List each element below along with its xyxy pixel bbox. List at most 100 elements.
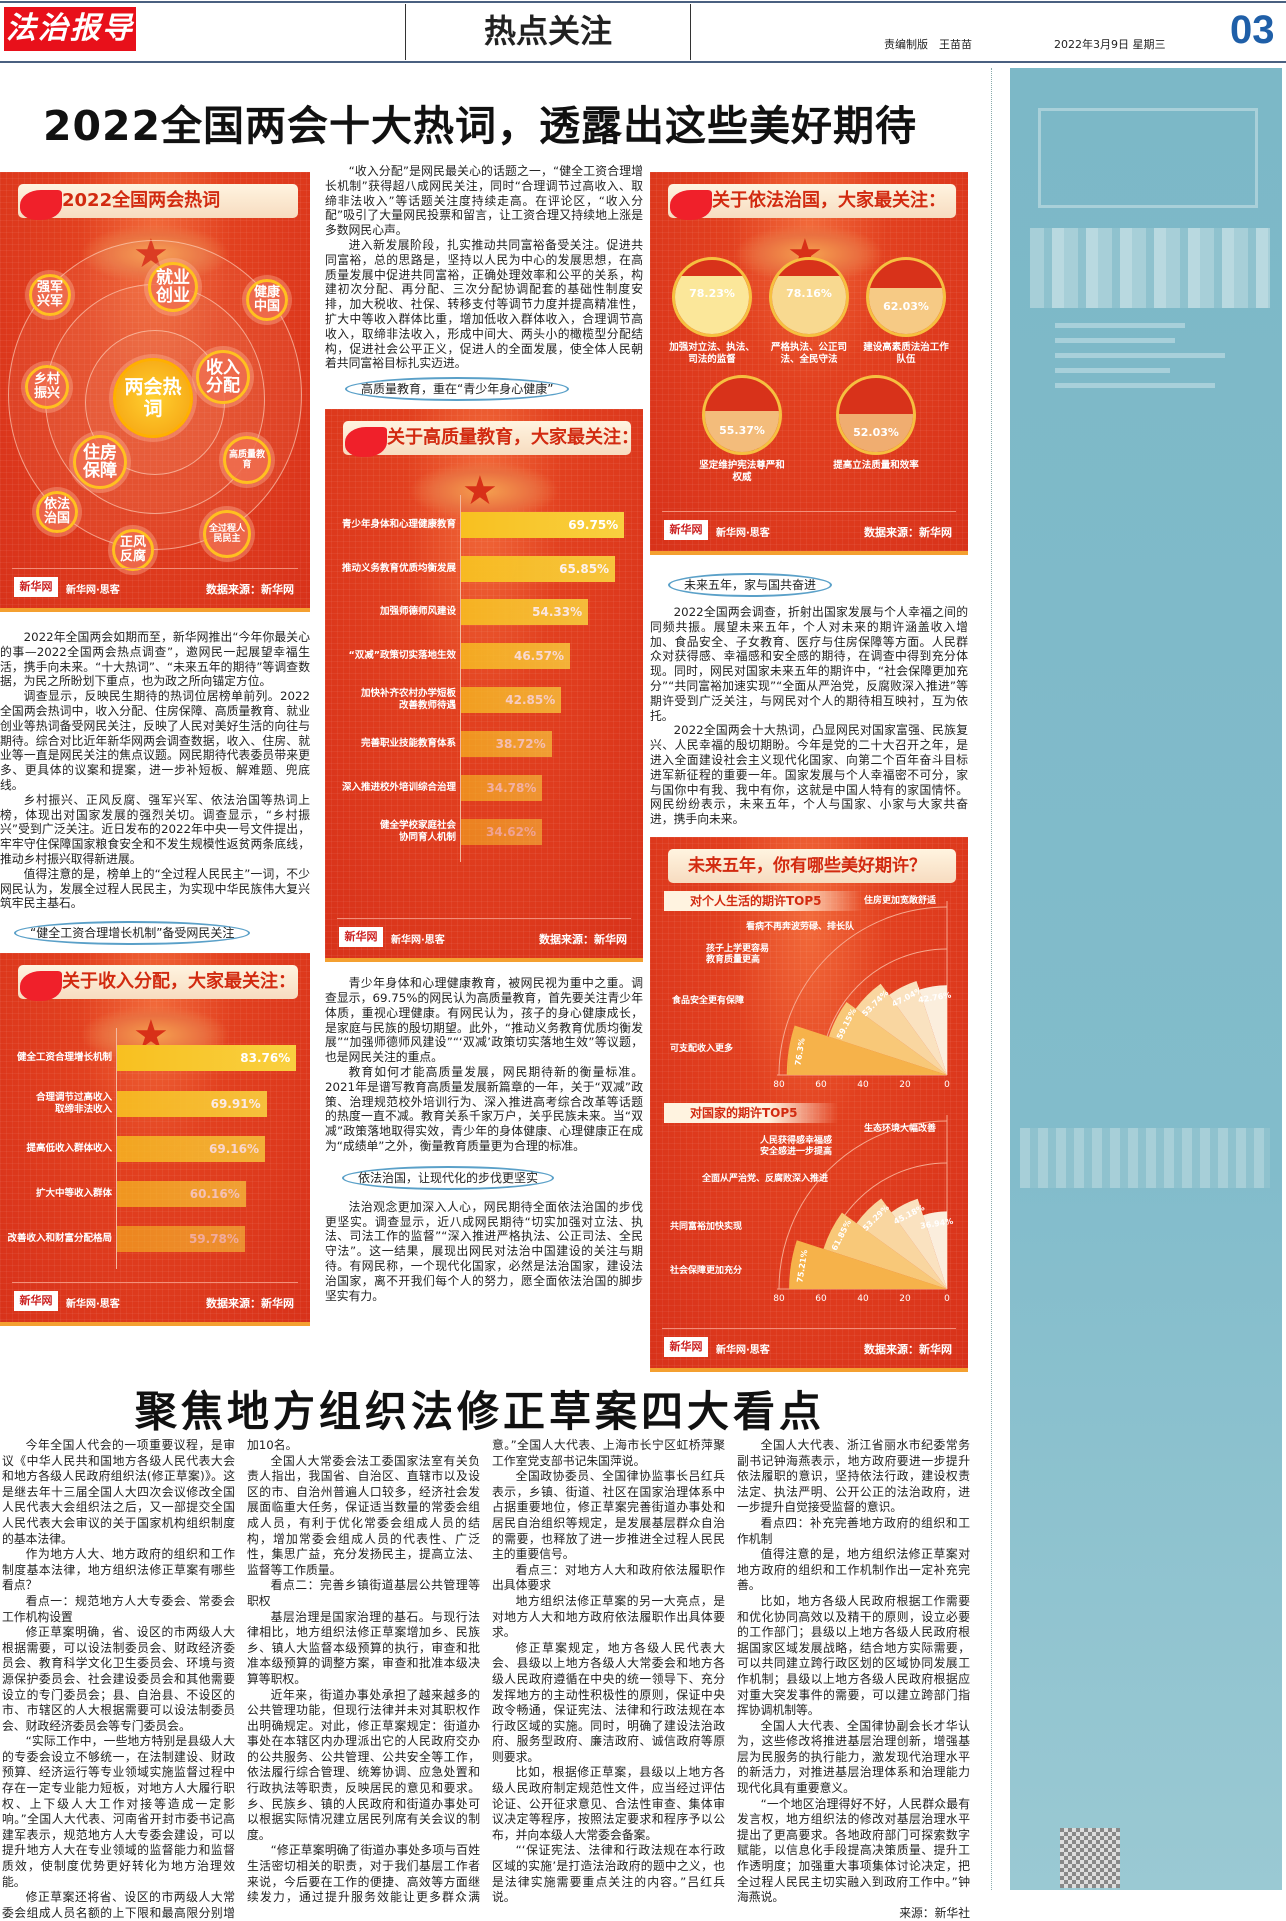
paragraph: 青少年身体和心理健康教育，被网民视为重中之重。调查显示，69.75%的网民认为高… xyxy=(325,976,643,1065)
hotword-bubble: 全过程人民民主 xyxy=(203,510,251,558)
flag-icon xyxy=(20,190,62,220)
polar-category-label: 住房更加宽敞舒适 xyxy=(864,894,936,906)
hotword-center: 两会热词 xyxy=(113,358,193,438)
axis-tick-label: 60 xyxy=(815,1080,827,1090)
bar-category-label: 深入推进校外培训综合治理 xyxy=(327,782,456,794)
bar-category-label-line: 取缔非法收入 xyxy=(54,1104,112,1116)
bar-category-label: 健全工资合理增长机制 xyxy=(2,1052,112,1064)
axis-tick-label: 20 xyxy=(899,1080,911,1090)
gauge-fill xyxy=(839,413,913,452)
article-source: 来源：新华社 xyxy=(899,1905,970,1920)
gauge-label: 严格执法、公正司法、全民守法 xyxy=(770,342,847,365)
header-divider xyxy=(405,4,406,60)
polar-category-label: 全面从严治党、反腐败深入推进 xyxy=(701,1172,828,1184)
header-top-rule xyxy=(0,1,1286,3)
income-bar-chart: ★ 关于收入分配，大家最关注： 新华网 新华网·思客 数据来源：新华网 健全工资合理增… xyxy=(0,953,310,1327)
article2-paragraphs: 今年全国人代会的一项重要议程，是审议《中华人民共和国地方各级人民代表大会和地方各… xyxy=(2,1438,970,1921)
bar-category-label: 推动义务教育优质均衡发展 xyxy=(327,563,456,575)
issue-date: 2022年3月9日 星期三 xyxy=(1054,38,1166,51)
article-column-1: ★ 2022全国两会热词 两会热词 就业创业 健康中国 强军兴军 乡村振兴 收入分配 住房保… xyxy=(0,172,310,1327)
paragraph: 全国人大代表、浙江省丽水市纪委常务副书记钟海燕表示，地方政府要进一步提升依法履职… xyxy=(737,1438,970,1515)
hotword-bubble: 住房保障 xyxy=(73,435,127,489)
grid-arc xyxy=(778,1120,948,1289)
gauge-label: 建设高素质法治工作队伍 xyxy=(863,342,949,365)
gauge-fill xyxy=(772,276,846,334)
axis-tick-label: 0 xyxy=(944,1080,950,1090)
paragraph: 看点二：完善乡镇街道基层公共管理等职权 xyxy=(247,1578,480,1608)
chart-subtitle-personal: 对个人生活的期许TOP5 xyxy=(664,890,862,911)
paragraph: 全国人大代表、全国律协副会长才华认为，这些修改将推进基层治理创新，增强基层为民服… xyxy=(737,1718,970,1796)
article-text: “收入分配”是网民最关心的话题之一，“健全工资合理增长机制”获得超八成网民关注，… xyxy=(325,164,643,371)
bar-category-label-line: 改善教师待遇 xyxy=(398,700,456,712)
polar-bar xyxy=(828,1001,947,1075)
polar-bar-value: 76.3% xyxy=(793,1037,806,1066)
polar-bar xyxy=(855,983,947,1075)
axis-tick-label: 60 xyxy=(815,1294,827,1304)
paragraph: 法治观念更加深入人心，网民期待全面依法治国的步伐更坚实。调查显示，近八成网民期待… xyxy=(325,1199,643,1303)
newspaper-logo: 法治报导 xyxy=(4,7,136,51)
brand: 新华网·思客 xyxy=(716,1344,770,1356)
infographic-title: 2022全国两会热词 xyxy=(18,184,298,220)
bar: 60.16% xyxy=(117,1181,246,1208)
bar: 34.62% xyxy=(461,819,542,846)
xinhua-logo: 新华网 xyxy=(14,1291,58,1312)
ad-cityscape-image xyxy=(1030,228,1270,308)
infographic-title: 关于高质量教育，大家最关注： xyxy=(343,421,639,458)
axis-tick-label: 0 xyxy=(944,1294,950,1304)
header-divider xyxy=(690,4,691,60)
bar: 34.78% xyxy=(461,775,543,802)
bar-axis xyxy=(116,1028,117,1270)
ad-frame xyxy=(1038,108,1258,208)
bar: 65.85% xyxy=(461,556,616,583)
flag-icon xyxy=(20,971,62,1002)
article-text: 青少年身体和心理健康教育，被网民视为重中之重。调查显示，69.75%的网民认为高… xyxy=(325,976,643,1154)
bar-category-label-line: 完善职业技能教育体系 xyxy=(360,738,456,750)
bar-category-label-line: 加强师德师风建设 xyxy=(379,606,456,618)
paragraph: “一个地区治理得好不好，人民群众最有发言权，地方组织法的修改对基层治理水平提出了… xyxy=(737,1796,970,1905)
flag-icon xyxy=(670,190,712,220)
gauge-value: 62.03% xyxy=(883,300,929,314)
bar: 83.76% xyxy=(117,1045,297,1072)
polar-bar xyxy=(856,1198,947,1289)
paragraph: 看点一：规范地方人大专委会、常委会工作机构设置 xyxy=(2,1593,235,1624)
hotword-bubble: 高质量教育 xyxy=(223,436,271,484)
bar: 38.72% xyxy=(461,731,552,758)
paragraph: 2022全国两会十大热词，凸显网民对国家富强、民族复兴、人民幸福的殷切期盼。今年… xyxy=(650,723,968,827)
gauge-circle: 52.03% xyxy=(836,375,916,455)
gauge-circle: 55.37% xyxy=(702,375,782,455)
article2-headline: 聚焦地方组织法修正草案四大看点 xyxy=(134,1387,825,1436)
paragraph: “‘保证宪法、法律和行政法规在本行政区域的实施’是打造法治政府的题中之义，也是法… xyxy=(492,1843,725,1905)
bar-category-label-line: “双减”政策切实落地生效 xyxy=(348,650,457,662)
axis-tick-label: 40 xyxy=(857,1294,869,1304)
paragraph: 值得注意的是，地方组织法修正草案对地方政府的组织和工作机制作出一定补充完善。 xyxy=(737,1547,970,1593)
infographic-title-text: 关于高质量教育，大家最关注： xyxy=(387,427,639,449)
bar-category-label: 合理调节过高收入 取缔非法收入 xyxy=(2,1092,112,1116)
paragraph: “实际工作中，一些地方特别是县级人大的专委会设立不够统一，在法制建设、财政预算、… xyxy=(2,1734,235,1889)
infographic-title-text: 未来五年，你有哪些美好期许？ xyxy=(688,855,926,876)
gauge-fill xyxy=(675,276,749,334)
article-text: 2022年全国两会如期而至，新华网推出“今年你最关心的事—2022全国两会热点调… xyxy=(0,630,310,911)
hotword-bubble: 正风反腐 xyxy=(112,529,154,571)
bar-category-label: 完善职业技能教育体系 xyxy=(327,738,456,750)
future-expectations-infographic: 未来五年，你有哪些美好期许？ 对个人生活的期许TOP5 对国家的期许TOP5 7… xyxy=(650,836,968,1372)
infographic-title: 关于依法治国，大家最关注： xyxy=(668,184,956,220)
paragraph: 2022年全国两会如期而至，新华网推出“今年你最关心的事—2022全国两会热点调… xyxy=(0,630,310,689)
bar-category-label-line: 健全工资合理增长机制 xyxy=(16,1052,112,1064)
bar: 69.16% xyxy=(117,1136,265,1163)
gauge-value: 78.23% xyxy=(689,287,735,301)
brand: 新华网·思客 xyxy=(66,1299,120,1311)
section-title: 热点关注 xyxy=(483,12,612,50)
paragraph: 比如，根据修正草案，县级以上地方各级人民政府制定规范性文件，应当经过评估论证、公… xyxy=(492,1765,725,1842)
data-source: 数据来源：新华网 xyxy=(539,933,627,947)
hotword-bubble: 健康中国 xyxy=(246,279,288,321)
paragraph: 值得注意的是，榜单上的“全过程人民民主”一词，不少网民认为，发展全过程人民民主，… xyxy=(0,866,310,911)
brand: 新华网·思客 xyxy=(391,935,445,947)
editor-credit: 责编制版 王苗苗 xyxy=(884,38,972,51)
article-headline: 2022全国两会十大热词，透露出这些美好期待 xyxy=(42,102,918,150)
bar-category-label-line: 深入推进校外培训综合治理 xyxy=(341,782,456,794)
subheading-education: 高质量教育，重在“青少年身心健康” xyxy=(345,377,570,402)
polar-category-label: 人民获得感幸福感 xyxy=(759,1134,832,1146)
gauge-value: 78.16% xyxy=(786,287,832,301)
polar-category-label: 教育质量更高 xyxy=(705,953,760,965)
paragraph: 全国政协委员、全国律协监事长吕红兵表示，乡镇、街道、社区在国家治理体系中占据重要… xyxy=(492,1469,725,1562)
